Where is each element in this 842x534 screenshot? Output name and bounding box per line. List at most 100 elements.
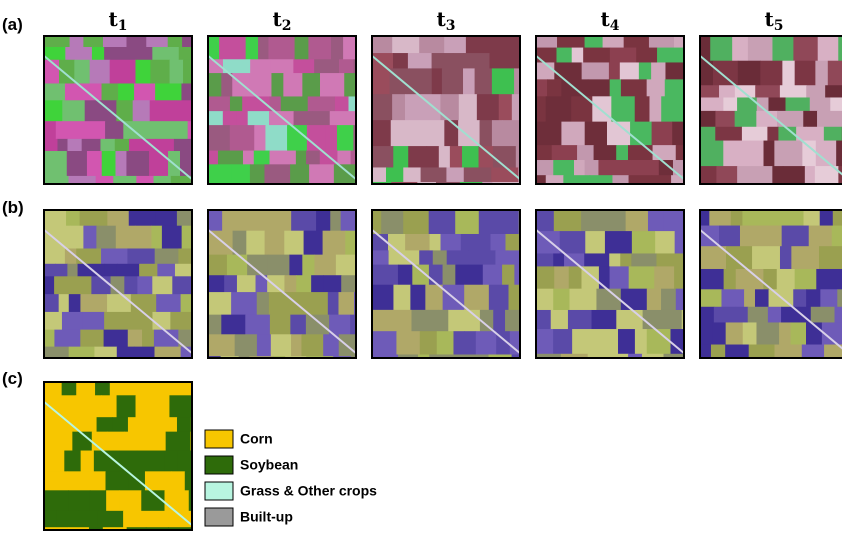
field — [411, 310, 428, 332]
field — [737, 97, 757, 111]
field — [258, 35, 269, 60]
field — [427, 146, 440, 168]
field — [647, 289, 662, 311]
field — [505, 310, 529, 332]
field — [192, 381, 203, 396]
field — [699, 322, 713, 345]
field — [223, 111, 238, 125]
field — [271, 59, 294, 73]
field — [618, 329, 635, 354]
field — [535, 329, 554, 354]
field — [273, 209, 292, 231]
field — [748, 35, 773, 61]
field — [616, 145, 628, 160]
field — [719, 226, 740, 247]
field — [713, 61, 738, 86]
field — [710, 35, 732, 61]
field — [249, 356, 274, 377]
field — [487, 35, 503, 54]
field — [82, 312, 104, 330]
field — [777, 269, 795, 290]
field — [450, 146, 463, 168]
field — [795, 61, 816, 86]
field — [106, 471, 129, 490]
field — [80, 330, 104, 348]
field — [772, 166, 783, 189]
field — [699, 141, 724, 167]
field — [232, 73, 250, 97]
field — [779, 209, 804, 226]
image-tile — [207, 35, 375, 189]
field — [104, 47, 131, 60]
field — [313, 292, 329, 315]
field — [207, 356, 221, 377]
field — [53, 151, 67, 176]
field — [306, 151, 320, 165]
field — [535, 354, 561, 370]
field — [137, 276, 152, 294]
field — [620, 62, 640, 79]
field — [429, 209, 456, 234]
field — [632, 231, 656, 254]
image-tile — [535, 209, 709, 370]
field — [389, 250, 405, 265]
field — [316, 209, 331, 231]
field — [270, 315, 291, 335]
field — [152, 47, 179, 60]
field — [117, 347, 135, 366]
field — [819, 246, 842, 269]
field — [653, 145, 677, 160]
field — [119, 490, 142, 511]
field — [467, 310, 480, 332]
field — [245, 315, 270, 335]
field — [323, 275, 341, 292]
image-content — [699, 209, 842, 372]
field — [115, 139, 130, 152]
field — [350, 315, 373, 335]
field — [838, 35, 842, 61]
field — [250, 164, 265, 189]
field — [561, 122, 585, 146]
field — [493, 310, 505, 332]
field — [119, 451, 137, 472]
time-label: t2 — [273, 7, 292, 34]
image-tile — [535, 35, 699, 191]
field — [614, 354, 629, 370]
field — [767, 127, 779, 141]
field — [585, 231, 605, 254]
field — [101, 248, 128, 264]
field — [569, 266, 582, 289]
field — [499, 94, 513, 120]
field — [726, 322, 744, 345]
field — [155, 209, 177, 226]
field — [832, 226, 842, 247]
field — [156, 294, 181, 312]
field — [181, 83, 207, 100]
field — [440, 94, 459, 120]
image-content — [535, 35, 699, 191]
field — [569, 289, 580, 311]
field — [294, 111, 314, 125]
field — [127, 312, 153, 330]
field — [817, 357, 842, 372]
field — [583, 48, 610, 63]
field — [55, 264, 67, 277]
field — [76, 381, 95, 396]
field — [791, 322, 807, 345]
field — [107, 209, 129, 226]
field — [609, 62, 620, 79]
field — [270, 151, 297, 165]
field — [75, 395, 102, 417]
field — [83, 226, 96, 249]
field — [84, 121, 106, 139]
field — [265, 231, 285, 255]
field — [738, 61, 761, 86]
field — [610, 48, 637, 63]
field — [715, 127, 742, 141]
field — [767, 226, 782, 247]
field — [174, 139, 201, 152]
legend-label: Soybean — [240, 457, 298, 473]
field — [656, 253, 683, 266]
field — [535, 231, 560, 254]
field — [65, 47, 92, 60]
